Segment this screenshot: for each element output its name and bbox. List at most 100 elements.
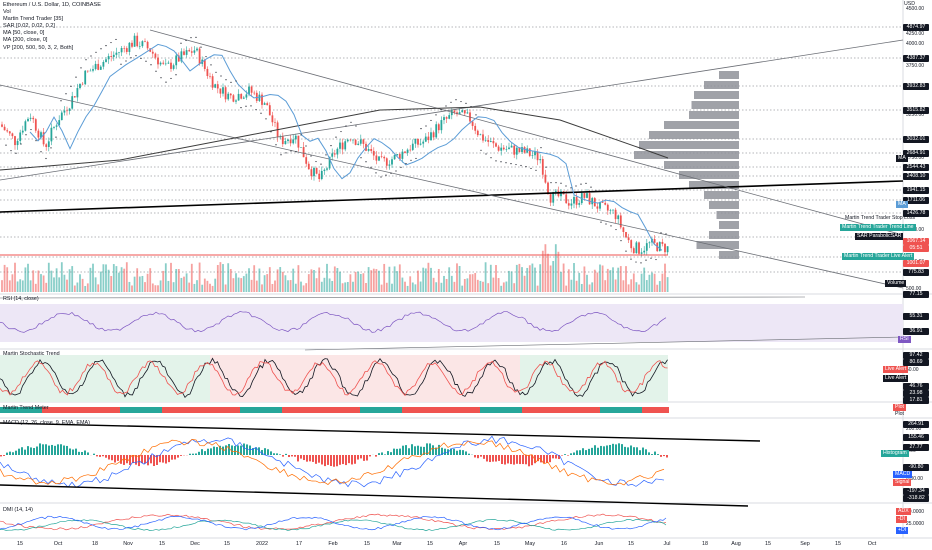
candle-body [567,203,570,206]
candle-body [523,147,526,153]
candle-body [250,86,253,93]
volume-bar [432,277,435,292]
volume-bar [222,264,224,292]
macd-histogram-bar [60,444,62,455]
rsi-title[interactable]: RSI (14, close) [3,296,39,302]
volume-bar [578,272,581,292]
symbol-title[interactable]: Ethereum / U.S. Dollar, 1D, COINBASE [3,2,101,8]
trend-meter-cell [183,407,186,413]
price-axis-tick: 4500.00 [906,6,925,12]
sar-dot [290,150,292,152]
candle-body [89,70,92,72]
candle-body [55,125,58,127]
candle-body [653,238,656,243]
trend-meter-cell [567,407,570,413]
candle-body [398,154,401,159]
candle-body [315,167,318,174]
trend-meter-cell [24,407,27,413]
macd-histogram-bar [141,455,143,464]
candle-body [27,118,29,122]
currency-label: USD [904,1,915,7]
trend-meter-cell [570,407,573,413]
macd-histogram-bar [231,445,233,455]
candle-body [14,136,16,146]
sar-dot [160,77,162,79]
candle-body [323,169,326,171]
trend-meter-cell [174,407,177,413]
trend-meter-cell [54,407,57,413]
volume-bar [349,274,352,292]
trend-meter-cell [291,407,294,413]
trend-meter-cell [369,407,372,413]
volume-bar [76,282,79,292]
legend-item-martin-trend-trader[interactable]: Martin Trend Trader [35] [3,16,64,23]
trend-meter-cell [108,407,111,413]
volume-bar [151,283,154,292]
macd-histogram-bar [579,450,581,455]
candle-body [326,168,328,170]
candle-body [206,68,209,77]
macd-histogram-bar [534,455,536,464]
time-axis-label: 18 [92,541,98,547]
trend-meter-cell [102,407,105,413]
trend-meter-cell [474,407,477,413]
candle-body [388,164,391,166]
legend-item-ma200[interactable]: MA [200, close, 0] [3,37,48,44]
volume-bar [523,275,526,292]
candle-body [328,156,331,169]
meter-title[interactable]: Martin Trend Meter [3,405,49,411]
legend-item-ma50[interactable]: MA [50, close, 0] [3,30,45,37]
trend-meter-cell [414,407,417,413]
trend-meter-cell [306,407,309,413]
dmi-title[interactable]: DMI (14, 14) [3,507,33,513]
sar-dot [620,240,622,242]
volume-profile-bar [689,111,739,119]
volume-bar [63,274,66,292]
volume-bar [300,281,302,292]
macd-title[interactable]: MACD (12, 26, close, 9, EMA, EMA) [3,420,90,426]
price-badge: 4387.37 [903,54,929,62]
legend-item-volume[interactable]: Vol [3,9,11,16]
trend-meter-cell [606,407,609,413]
legend-item-sar[interactable]: SAR [0.02, 0.02, 0.2] [3,23,55,30]
candle-body [547,182,549,195]
legend-item-vp[interactable]: VP [200, 500, 50, 3, 2, Both] [3,44,74,51]
trend-meter-cell [243,407,246,413]
trend-meter-cell [36,407,39,413]
volume-bar [209,283,211,292]
trend-meter-cell [324,407,327,413]
trend-meter-cell [132,407,135,413]
price-badge: 1711.06 [903,196,929,204]
macd-histogram-bar [516,455,518,464]
trend-meter-cell [453,407,456,413]
volume-profile-bar [694,91,739,99]
candle-body [237,93,240,101]
sar-dot [60,100,62,102]
volume-bar [149,268,152,292]
macd-histogram-bar [180,455,182,456]
candle-body [617,215,620,220]
trend-meter-cell [666,407,669,413]
stoch-badge: 17.81 [903,397,929,404]
macd-histogram-bar [108,455,110,460]
candle-body [482,134,484,141]
volume-bar [50,270,53,292]
volume-bar [424,268,427,292]
volume-bar [502,282,505,292]
trend-meter-cell [300,407,303,413]
macd-histogram-bar [129,455,131,466]
macd-histogram-bar [627,447,629,455]
sar-dot [425,125,427,127]
macd-axis-tick: 200.00 [906,426,922,432]
candle-body [627,237,630,241]
time-axis-label: 15 [765,541,771,547]
volume-bar [521,267,523,292]
stoch-title[interactable]: Martin Stochastic Trend [3,351,60,357]
candle-body [6,130,9,132]
candle-body [86,70,89,72]
trend-meter-cell [534,407,537,413]
candle-body [146,41,149,49]
volume-bar [417,270,419,292]
macd-histogram-bar [435,447,437,455]
